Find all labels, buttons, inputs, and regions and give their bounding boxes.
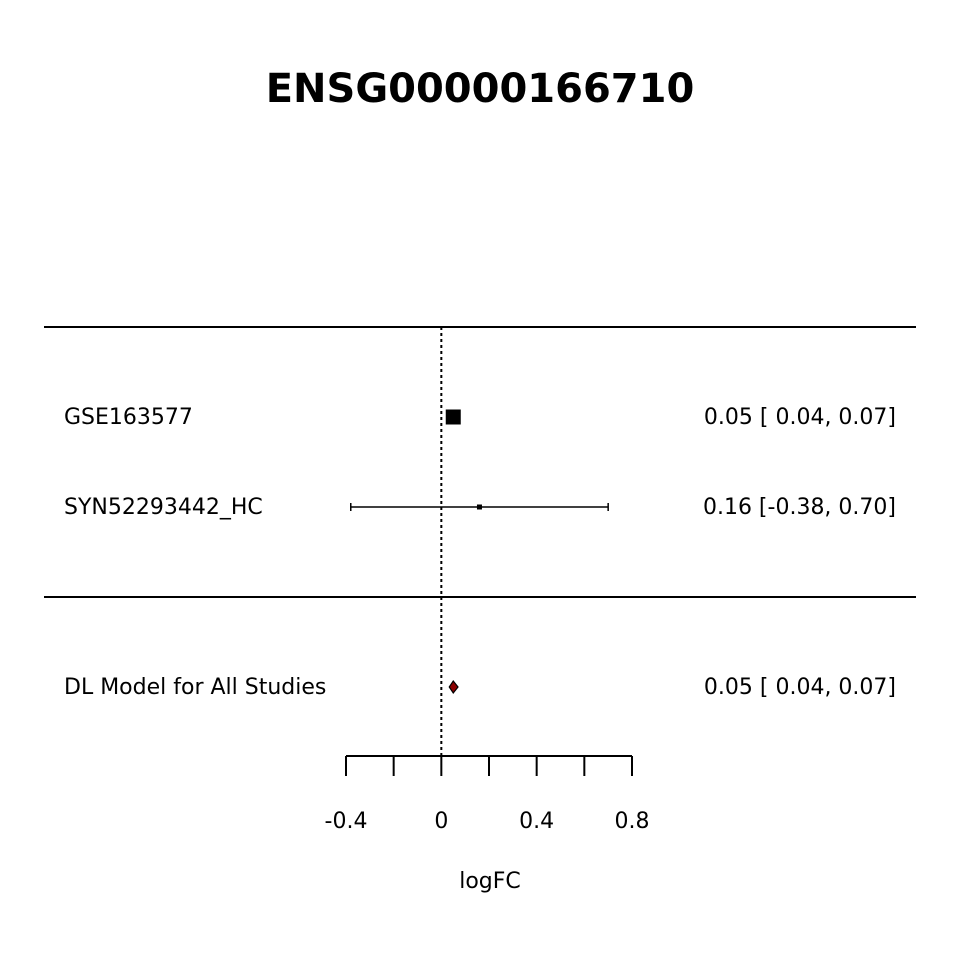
summary-estimate-text: 0.05 [ 0.04, 0.07] [704, 675, 896, 700]
x-axis-label: logFC [459, 869, 521, 894]
study-estimate-text: 0.16 [-0.38, 0.70] [703, 495, 896, 520]
x-tick-label: 0.8 [615, 809, 650, 834]
study-label: SYN52293442_HC [64, 495, 263, 520]
summary-row: DL Model for All Studies 0.05 [ 0.04, 0.0… [64, 675, 896, 700]
study-estimate-text: 0.05 [ 0.04, 0.07] [704, 405, 896, 430]
x-tick-label: 0 [434, 809, 448, 834]
summary-label: DL Model for All Studies [64, 675, 326, 700]
study-label: GSE163577 [64, 405, 193, 430]
chart-title: ENSG00000166710 [266, 66, 695, 112]
x-axis: -0.4 0 0.4 0.8 [325, 755, 650, 834]
x-tick-label: -0.4 [325, 809, 368, 834]
summary-diamond [448, 679, 459, 695]
study-rows: GSE163577 0.05 [ 0.04, 0.07] SYN52293442_H… [64, 405, 896, 520]
x-tick-label: 0.4 [519, 809, 554, 834]
study-point [476, 504, 482, 510]
study-point [445, 409, 461, 425]
